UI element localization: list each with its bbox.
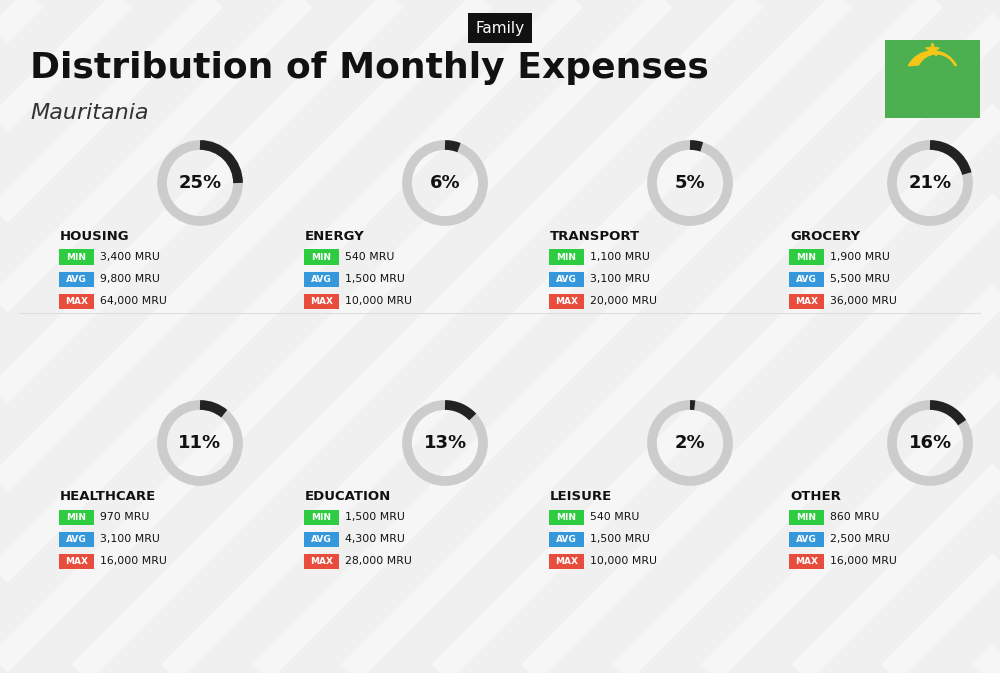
Text: 2,500 MRU: 2,500 MRU <box>830 534 890 544</box>
Text: MAX: MAX <box>795 297 818 306</box>
Text: 1,500 MRU: 1,500 MRU <box>345 274 405 284</box>
Text: 28,000 MRU: 28,000 MRU <box>345 556 412 566</box>
FancyBboxPatch shape <box>549 553 584 569</box>
Text: Mauritania: Mauritania <box>30 103 148 123</box>
FancyBboxPatch shape <box>59 250 94 264</box>
FancyBboxPatch shape <box>789 553 824 569</box>
Text: LEISURE: LEISURE <box>550 490 612 503</box>
Text: TRANSPORT: TRANSPORT <box>550 230 640 243</box>
Text: MAX: MAX <box>65 297 88 306</box>
Text: MAX: MAX <box>555 557 578 565</box>
Text: Distribution of Monthly Expenses: Distribution of Monthly Expenses <box>30 51 709 85</box>
FancyBboxPatch shape <box>304 271 339 287</box>
FancyBboxPatch shape <box>549 250 584 264</box>
FancyBboxPatch shape <box>304 293 339 308</box>
Text: AVG: AVG <box>796 275 817 283</box>
FancyBboxPatch shape <box>304 250 339 264</box>
Text: MAX: MAX <box>65 557 88 565</box>
Text: 16,000 MRU: 16,000 MRU <box>830 556 897 566</box>
Text: AVG: AVG <box>66 275 87 283</box>
Polygon shape <box>926 43 939 56</box>
FancyBboxPatch shape <box>59 293 94 308</box>
Text: 1,100 MRU: 1,100 MRU <box>590 252 650 262</box>
Text: 860 MRU: 860 MRU <box>830 512 879 522</box>
Text: AVG: AVG <box>311 534 332 544</box>
Text: 540 MRU: 540 MRU <box>345 252 394 262</box>
Text: 9,800 MRU: 9,800 MRU <box>100 274 160 284</box>
Text: 3,100 MRU: 3,100 MRU <box>590 274 650 284</box>
Text: AVG: AVG <box>556 534 577 544</box>
Text: 25%: 25% <box>178 174 222 192</box>
Text: 13%: 13% <box>423 434 467 452</box>
FancyBboxPatch shape <box>59 532 94 546</box>
Text: GROCERY: GROCERY <box>790 230 860 243</box>
Text: 4,300 MRU: 4,300 MRU <box>345 534 405 544</box>
Text: MIN: MIN <box>66 252 87 262</box>
Text: AVG: AVG <box>66 534 87 544</box>
Text: MAX: MAX <box>555 297 578 306</box>
Text: 1,500 MRU: 1,500 MRU <box>345 512 405 522</box>
Text: 2%: 2% <box>675 434 705 452</box>
Text: 970 MRU: 970 MRU <box>100 512 149 522</box>
FancyBboxPatch shape <box>304 553 339 569</box>
Text: MIN: MIN <box>312 513 332 522</box>
FancyBboxPatch shape <box>789 509 824 524</box>
Text: HEALTHCARE: HEALTHCARE <box>60 490 156 503</box>
FancyBboxPatch shape <box>304 509 339 524</box>
Text: 1,500 MRU: 1,500 MRU <box>590 534 650 544</box>
Text: 3,100 MRU: 3,100 MRU <box>100 534 160 544</box>
Text: 10,000 MRU: 10,000 MRU <box>590 556 657 566</box>
Text: ENERGY: ENERGY <box>305 230 365 243</box>
FancyBboxPatch shape <box>304 532 339 546</box>
Text: Family: Family <box>475 20 525 36</box>
Text: 36,000 MRU: 36,000 MRU <box>830 296 897 306</box>
Text: MIN: MIN <box>556 252 576 262</box>
FancyBboxPatch shape <box>59 509 94 524</box>
Text: 6%: 6% <box>430 174 460 192</box>
Text: AVG: AVG <box>556 275 577 283</box>
Text: MAX: MAX <box>310 297 333 306</box>
Text: 20,000 MRU: 20,000 MRU <box>590 296 657 306</box>
FancyBboxPatch shape <box>789 293 824 308</box>
FancyBboxPatch shape <box>789 250 824 264</box>
Text: 11%: 11% <box>178 434 222 452</box>
Text: HOUSING: HOUSING <box>60 230 130 243</box>
FancyBboxPatch shape <box>59 553 94 569</box>
Text: 10,000 MRU: 10,000 MRU <box>345 296 412 306</box>
Text: 1,900 MRU: 1,900 MRU <box>830 252 890 262</box>
Text: EDUCATION: EDUCATION <box>305 490 391 503</box>
Text: MIN: MIN <box>796 513 816 522</box>
Text: MIN: MIN <box>556 513 576 522</box>
FancyBboxPatch shape <box>885 40 980 118</box>
FancyBboxPatch shape <box>789 532 824 546</box>
Text: 5,500 MRU: 5,500 MRU <box>830 274 890 284</box>
FancyBboxPatch shape <box>59 271 94 287</box>
Polygon shape <box>908 51 957 66</box>
Text: 5%: 5% <box>675 174 705 192</box>
Text: MIN: MIN <box>796 252 816 262</box>
Text: 64,000 MRU: 64,000 MRU <box>100 296 167 306</box>
Text: MAX: MAX <box>795 557 818 565</box>
Text: MAX: MAX <box>310 557 333 565</box>
Text: 16%: 16% <box>908 434 952 452</box>
Text: AVG: AVG <box>311 275 332 283</box>
Text: AVG: AVG <box>796 534 817 544</box>
FancyBboxPatch shape <box>549 532 584 546</box>
Text: 21%: 21% <box>908 174 952 192</box>
Text: 3,400 MRU: 3,400 MRU <box>100 252 160 262</box>
Text: 540 MRU: 540 MRU <box>590 512 639 522</box>
Text: 16,000 MRU: 16,000 MRU <box>100 556 167 566</box>
FancyBboxPatch shape <box>549 509 584 524</box>
FancyBboxPatch shape <box>549 293 584 308</box>
Text: OTHER: OTHER <box>790 490 841 503</box>
FancyBboxPatch shape <box>789 271 824 287</box>
FancyBboxPatch shape <box>549 271 584 287</box>
Text: MIN: MIN <box>312 252 332 262</box>
Text: MIN: MIN <box>66 513 87 522</box>
